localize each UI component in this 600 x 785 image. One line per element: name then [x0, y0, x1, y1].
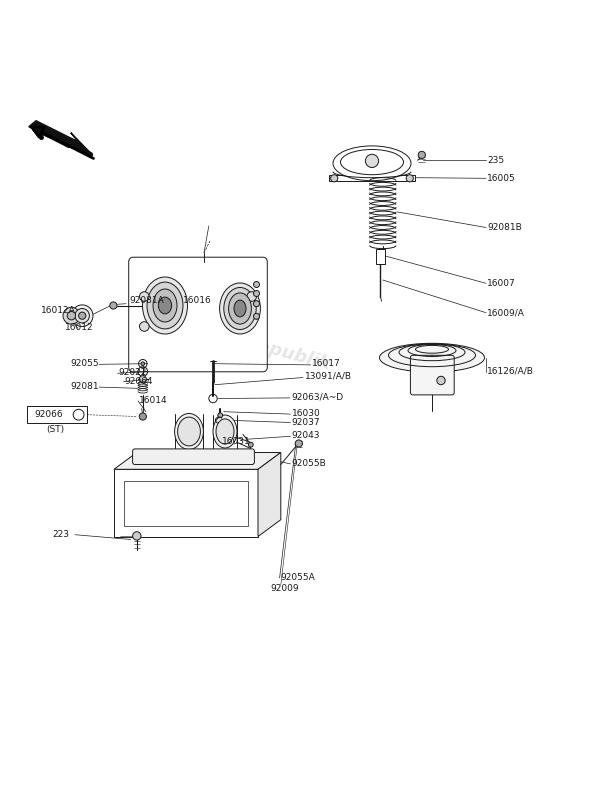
- Circle shape: [139, 292, 149, 301]
- Text: 223: 223: [53, 530, 70, 539]
- Polygon shape: [114, 452, 281, 469]
- Polygon shape: [329, 175, 415, 181]
- Text: 16017: 16017: [312, 360, 341, 368]
- Text: 92037: 92037: [292, 418, 320, 427]
- Text: (ST): (ST): [46, 425, 64, 434]
- Text: 92081B: 92081B: [487, 223, 522, 232]
- Text: 16009/A: 16009/A: [487, 309, 525, 317]
- Text: 235: 235: [487, 155, 505, 165]
- FancyBboxPatch shape: [129, 257, 268, 372]
- Ellipse shape: [143, 277, 187, 334]
- Ellipse shape: [234, 300, 246, 317]
- Ellipse shape: [216, 419, 234, 444]
- Circle shape: [67, 312, 76, 320]
- Ellipse shape: [175, 414, 203, 450]
- Text: 92055B: 92055B: [292, 459, 326, 469]
- Circle shape: [75, 309, 89, 323]
- Polygon shape: [114, 469, 258, 536]
- Text: 16007: 16007: [487, 279, 516, 288]
- Circle shape: [139, 413, 146, 420]
- Circle shape: [295, 440, 302, 447]
- Bar: [376, 249, 385, 264]
- Circle shape: [139, 322, 149, 331]
- Text: 16030: 16030: [292, 409, 320, 418]
- Text: 16031: 16031: [222, 436, 251, 446]
- Circle shape: [248, 442, 253, 447]
- Circle shape: [133, 531, 141, 540]
- Text: 92064: 92064: [125, 377, 154, 385]
- Text: 92022: 92022: [119, 368, 147, 378]
- Ellipse shape: [229, 293, 251, 324]
- Ellipse shape: [333, 146, 411, 181]
- Text: 16012: 16012: [65, 323, 94, 331]
- Text: 92043: 92043: [292, 431, 320, 440]
- Circle shape: [254, 282, 260, 287]
- Circle shape: [139, 376, 146, 383]
- Ellipse shape: [158, 297, 172, 314]
- Ellipse shape: [213, 415, 237, 448]
- Circle shape: [71, 305, 93, 327]
- Ellipse shape: [224, 287, 256, 330]
- Polygon shape: [29, 121, 93, 155]
- Circle shape: [141, 362, 145, 366]
- Circle shape: [218, 413, 223, 418]
- FancyBboxPatch shape: [410, 356, 454, 395]
- Text: 13091/A/B: 13091/A/B: [305, 372, 352, 381]
- Text: 92066: 92066: [35, 411, 64, 419]
- Text: 16012A: 16012A: [41, 306, 76, 316]
- Circle shape: [220, 334, 236, 349]
- Text: 16005: 16005: [487, 173, 516, 183]
- Text: 92081A: 92081A: [129, 296, 164, 305]
- Text: 92081: 92081: [71, 382, 100, 391]
- Ellipse shape: [178, 417, 200, 446]
- Circle shape: [110, 302, 117, 309]
- Circle shape: [63, 307, 80, 324]
- Circle shape: [211, 325, 245, 358]
- Text: 92063/A~D: 92063/A~D: [292, 392, 344, 402]
- Bar: [124, 481, 248, 526]
- Bar: [27, 407, 87, 423]
- Circle shape: [406, 175, 413, 182]
- Text: 16126/A/B: 16126/A/B: [487, 367, 534, 376]
- Ellipse shape: [380, 343, 485, 372]
- Text: 92055: 92055: [71, 360, 100, 368]
- Circle shape: [437, 376, 445, 385]
- Polygon shape: [258, 452, 281, 536]
- Circle shape: [254, 290, 260, 297]
- FancyBboxPatch shape: [133, 449, 254, 465]
- Text: 16014: 16014: [139, 396, 168, 405]
- Circle shape: [418, 152, 425, 159]
- Text: 92055A: 92055A: [281, 573, 316, 582]
- Circle shape: [254, 313, 260, 319]
- Circle shape: [79, 312, 86, 319]
- Circle shape: [247, 292, 257, 301]
- Ellipse shape: [147, 282, 183, 329]
- Circle shape: [365, 155, 379, 167]
- Ellipse shape: [153, 289, 177, 322]
- Text: 92009: 92009: [270, 583, 299, 593]
- Ellipse shape: [220, 283, 260, 334]
- Circle shape: [331, 175, 338, 182]
- Circle shape: [254, 301, 260, 307]
- Text: 16016: 16016: [183, 296, 212, 305]
- Text: partsrepublik: partsrepublik: [196, 321, 332, 374]
